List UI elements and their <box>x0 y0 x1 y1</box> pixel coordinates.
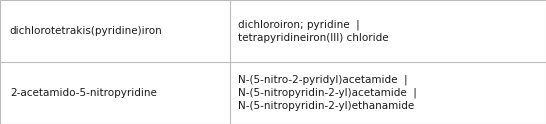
Text: N-(5-nitro-2-pyridyl)acetamide  |: N-(5-nitro-2-pyridyl)acetamide | <box>238 75 408 85</box>
Text: dichloroiron; pyridine  |: dichloroiron; pyridine | <box>238 19 360 30</box>
Text: dichlorotetrakis(pyridine)iron: dichlorotetrakis(pyridine)iron <box>10 26 163 36</box>
Text: tetrapyridineiron(III) chloride: tetrapyridineiron(III) chloride <box>238 33 389 43</box>
Text: N-(5-nitropyridin-2-yl)ethanamide: N-(5-nitropyridin-2-yl)ethanamide <box>238 101 414 111</box>
Text: N-(5-nitropyridin-2-yl)acetamide  |: N-(5-nitropyridin-2-yl)acetamide | <box>238 88 417 98</box>
Text: 2-acetamido-5-nitropyridine: 2-acetamido-5-nitropyridine <box>10 88 157 98</box>
